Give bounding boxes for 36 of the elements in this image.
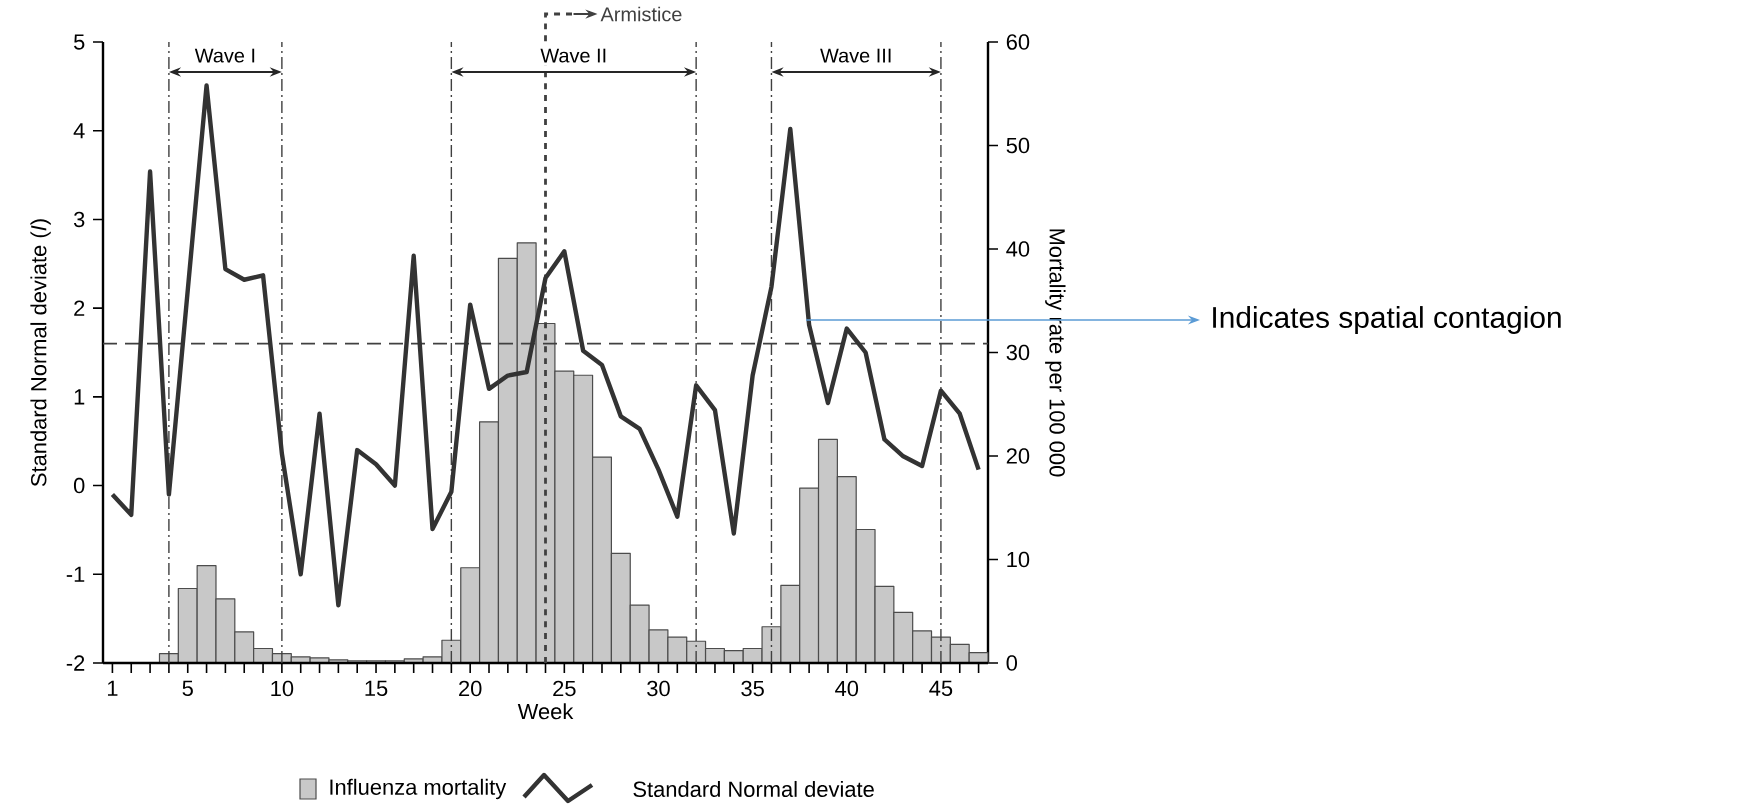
y2-tick-label: 30	[1006, 344, 1030, 361]
y-tick-label: 1	[74, 389, 85, 405]
y-tick-label: 2	[74, 300, 85, 316]
y-tick-label: 0	[73, 477, 85, 494]
y-tick-label: -1	[66, 566, 85, 582]
x-tick-label: 1	[107, 680, 118, 696]
x-tick-label: 45	[929, 680, 953, 696]
legend-label: Standard Normal deviate	[633, 780, 874, 798]
annotation: Wave III	[820, 48, 891, 63]
x-tick-label: 40	[835, 680, 859, 697]
y-tick-label: -2	[66, 655, 85, 671]
x-axis-title: Week	[517, 703, 574, 720]
y2-axis-title: Mortality rate per 100 000	[1045, 229, 1066, 477]
y-tick-label: 4	[73, 123, 85, 139]
line-series	[110, 83, 981, 608]
y2-tick-label: 50	[1006, 137, 1030, 154]
x-tick-label: 20	[459, 680, 482, 697]
y2-tick-label: 60	[1006, 34, 1030, 50]
x-tick-label: 35	[741, 680, 764, 697]
text: Indicates spatial contagion	[1213, 306, 1561, 334]
x-tick-label: 10	[271, 680, 294, 697]
y2-tick-label: 10	[1007, 551, 1030, 568]
y-tick-label: 5	[73, 34, 85, 50]
y2-tick-label: 20	[1006, 448, 1030, 464]
legend-label: Influenza mortality	[330, 778, 507, 800]
y2-tick-label: 40	[1006, 241, 1030, 257]
x-tick-label: 25	[553, 680, 576, 697]
annotation: Wave II	[540, 48, 606, 63]
annotation: Wave I	[194, 48, 255, 63]
x-tick-label: 30	[647, 680, 670, 697]
y-axis-title: Standard Normal deviate (I)	[30, 219, 51, 487]
x-tick-label: 15	[365, 680, 388, 696]
y2-tick-label: 0	[1006, 655, 1018, 671]
y-tick-label: 3	[73, 211, 85, 228]
x-tick-label: 5	[182, 680, 193, 696]
ref-line-label: Armistice	[600, 6, 682, 22]
